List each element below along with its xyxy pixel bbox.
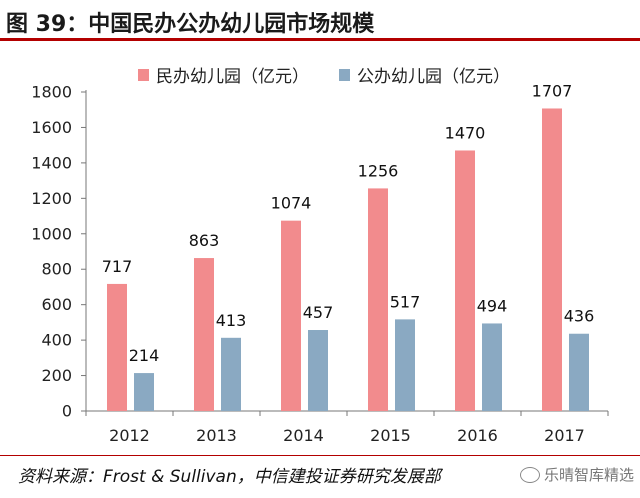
data-label-public: 214 <box>129 346 160 365</box>
legend-item-private: 民办幼儿园（亿元） <box>138 62 309 87</box>
bar-private <box>368 188 388 411</box>
y-tick-label: 1600 <box>31 118 72 137</box>
x-tick-label: 2017 <box>544 426 585 445</box>
bar-private <box>455 150 475 411</box>
data-label-public: 517 <box>390 292 421 311</box>
x-tick-label: 2016 <box>457 426 498 445</box>
bar-public <box>569 333 589 411</box>
bar-public <box>395 319 415 411</box>
bar-private <box>542 108 562 412</box>
x-tick-label: 2012 <box>109 426 150 445</box>
y-tick-label: 1800 <box>31 83 72 102</box>
y-tick-label: 1400 <box>31 153 72 172</box>
bar-private <box>281 220 301 411</box>
y-tick-label: 800 <box>41 260 72 279</box>
data-label-public: 457 <box>303 303 334 322</box>
title-rule <box>0 38 640 41</box>
bar-private <box>107 283 127 411</box>
data-label-private: 1707 <box>532 81 573 100</box>
bar-public <box>221 337 241 411</box>
bar-chart: 0 200 400 600 800 1000 1200 1400 1600 1800 2012 201… <box>31 81 609 445</box>
y-tick-label: 600 <box>41 295 72 314</box>
data-label-public: 413 <box>216 311 247 330</box>
data-label-private: 1074 <box>271 194 312 213</box>
y-tick-label: 400 <box>41 331 72 350</box>
y-tick-label: 0 <box>62 402 72 421</box>
x-tick-label: 2015 <box>370 426 411 445</box>
watermark-text: 乐晴智库精选 <box>543 466 634 484</box>
data-label-private: 717 <box>102 257 133 276</box>
y-tick-label: 200 <box>41 366 72 385</box>
figure-header: 图 39：中国民办公办幼儿园市场规模 <box>0 0 640 38</box>
chart-title: 图 39：中国民办公办幼儿园市场规模 <box>6 12 375 37</box>
chart-legend: 民办幼儿园（亿元） 公办幼儿园（亿元） <box>138 62 540 87</box>
y-tick-label: 1000 <box>31 224 72 243</box>
bar-private <box>194 258 214 411</box>
watermark: 乐晴智库精选 <box>519 464 634 485</box>
data-label-public: 494 <box>477 296 508 315</box>
data-label-public: 436 <box>564 307 595 326</box>
legend-label-public: 公办幼儿园（亿元） <box>357 67 510 87</box>
bar-public <box>134 373 154 411</box>
bar-public <box>482 323 502 411</box>
data-label-private: 1256 <box>358 161 399 180</box>
wechat-icon <box>519 466 540 483</box>
legend-label-private: 民办幼儿园（亿元） <box>156 67 309 87</box>
legend-swatch-public <box>339 68 350 81</box>
x-tick-label: 2013 <box>196 426 237 445</box>
legend-swatch-private <box>138 68 149 81</box>
data-label-private: 1470 <box>445 123 486 142</box>
source-note: 资料来源：Frost & Sullivan，中信建投证券研究发展部 <box>18 467 441 487</box>
data-label-private: 863 <box>189 231 220 250</box>
x-tick-label: 2014 <box>283 426 324 445</box>
bar-public <box>308 330 328 411</box>
legend-item-public: 公办幼儿园（亿元） <box>339 62 510 87</box>
source-rule <box>0 455 640 456</box>
y-tick-label: 1200 <box>31 189 72 208</box>
